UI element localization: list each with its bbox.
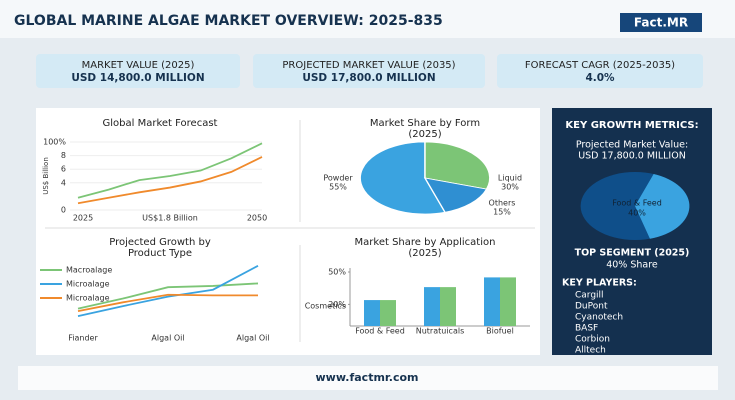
chart-title: Global Market Forecast — [102, 118, 218, 129]
annotation: Cosmetics — [305, 302, 346, 311]
sidebar-pie — [580, 172, 690, 240]
series-line — [77, 293, 258, 313]
series-line — [77, 142, 263, 199]
y-tick-label: 4 — [61, 178, 66, 187]
x-tick-label: Algal Oil — [236, 334, 269, 343]
footer-bar — [18, 366, 718, 390]
series-line — [77, 156, 263, 205]
x-tick-label: 2025 — [73, 214, 93, 223]
x-tick-label: Fiander — [68, 334, 98, 343]
chart-title: Market Share by Form (2025) — [369, 118, 481, 140]
y-tick-label: 6 — [61, 165, 66, 174]
player: DuPont — [575, 302, 608, 312]
slice-label: Others — [489, 199, 516, 208]
slice-value: 40% — [628, 209, 646, 218]
bar — [424, 287, 440, 326]
bar — [484, 277, 500, 326]
card — [497, 54, 703, 88]
x-tick-label: 2050 — [247, 214, 267, 223]
x-tick-label: US$1.8 Billion — [142, 214, 198, 223]
card-value: USD 17,800.0 MILLION — [302, 72, 435, 84]
card-value: USD 14,800.0 MILLION — [71, 72, 204, 84]
card-label: MARKET VALUE (2025) — [82, 60, 195, 71]
pie-slice — [359, 141, 446, 215]
x-tick-label: Biofuel — [486, 327, 514, 336]
sidebar-title: KEY GROWTH METRICS: — [565, 120, 698, 131]
player: Cyanotech — [575, 313, 623, 323]
series-line — [77, 282, 259, 310]
panel — [36, 108, 540, 355]
x-tick-label: Algal Oil — [151, 334, 184, 343]
y-tick-label: 20% — [328, 300, 346, 309]
player: Corbion — [575, 335, 610, 345]
y-tick-label: 8 — [61, 151, 66, 160]
chart-title: Market Share by Application (2025) — [354, 237, 496, 259]
card-value: 4.0% — [585, 72, 615, 84]
y-tick-label: 100% — [43, 138, 66, 147]
chart-title: Projected Growth by Product Type — [109, 237, 211, 259]
y-axis-label: US$ Billion — [42, 157, 50, 195]
player: Cargill — [575, 291, 604, 301]
card — [253, 54, 485, 88]
pie-slice — [635, 174, 690, 239]
logo-box — [620, 13, 702, 32]
bar — [364, 300, 380, 326]
segment-label: TOP SEGMENT (2025) — [575, 248, 690, 259]
slice-label: Food & Feed — [612, 199, 662, 208]
x-tick-label: Nutratuicals — [416, 327, 465, 336]
card-label: PROJECTED MARKET VALUE (2035) — [282, 60, 455, 71]
x-tick-label: Food & Feed — [355, 327, 405, 336]
slice-value: 30% — [501, 183, 519, 192]
legend-label: Microalage — [66, 294, 110, 303]
legend-label: Macroalage — [66, 266, 112, 275]
bar — [380, 300, 396, 326]
bar — [440, 287, 456, 326]
segment-value: 40% Share — [606, 260, 658, 271]
players-title: KEY PLAYERS: — [562, 278, 637, 289]
header-bar — [0, 0, 735, 38]
bar — [500, 277, 516, 326]
y-tick-label: 0 — [61, 206, 66, 215]
card-label: FORECAST CAGR (2025-2035) — [525, 60, 675, 71]
metric-label: Projected Market Value: — [576, 140, 688, 151]
slice-label: Liquid — [498, 174, 522, 183]
series-line — [77, 264, 259, 318]
footer: www.factmr.com — [316, 371, 419, 384]
slice-value: 15% — [493, 208, 511, 217]
card — [36, 54, 240, 88]
player: Alltech — [575, 346, 606, 356]
y-tick-label: 50% — [328, 268, 346, 277]
pie-slice — [424, 141, 491, 190]
logo: Fact.MR — [634, 16, 688, 30]
legend-label: Microalage — [66, 280, 110, 289]
slice-label: Powder — [323, 174, 353, 183]
metric-value: USD 17,800.0 MILLION — [578, 151, 686, 162]
slice-value: 55% — [329, 183, 347, 192]
title: GLOBAL MARINE ALGAE MARKET OVERVIEW: 202… — [14, 13, 443, 29]
player: BASF — [575, 324, 598, 334]
pie-slice — [423, 177, 488, 213]
pie — [359, 141, 491, 215]
